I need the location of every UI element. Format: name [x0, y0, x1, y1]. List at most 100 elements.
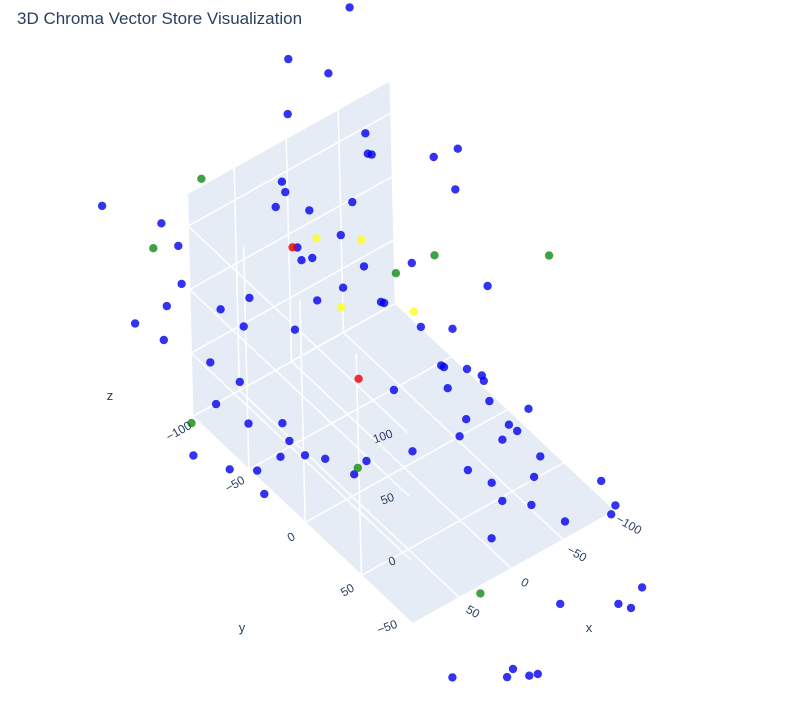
- green-point[interactable]: [353, 463, 362, 473]
- blue-point[interactable]: [345, 3, 354, 12]
- blue-point[interactable]: [324, 69, 333, 78]
- blue-point[interactable]: [462, 415, 471, 424]
- green-point[interactable]: [430, 251, 439, 260]
- green-point[interactable]: [197, 174, 206, 183]
- blue-point[interactable]: [524, 404, 533, 413]
- blue-point[interactable]: [416, 322, 426, 332]
- yellow-point[interactable]: [336, 303, 346, 312]
- blue-point[interactable]: [379, 298, 389, 308]
- blue-point[interactable]: [504, 420, 514, 429]
- red-point[interactable]: [288, 243, 297, 252]
- blue-point[interactable]: [130, 319, 140, 328]
- blue-point[interactable]: [305, 206, 314, 215]
- green-point[interactable]: [149, 244, 158, 253]
- yellow-point[interactable]: [409, 307, 419, 316]
- blue-point[interactable]: [313, 296, 322, 305]
- red-point[interactable]: [354, 374, 363, 383]
- blue-point[interactable]: [244, 419, 253, 428]
- blue-point[interactable]: [260, 489, 269, 499]
- blue-point[interactable]: [336, 230, 345, 240]
- blue-point[interactable]: [487, 534, 496, 543]
- blue-point[interactable]: [429, 152, 438, 162]
- blue-point[interactable]: [560, 517, 570, 526]
- blue-point[interactable]: [97, 201, 107, 211]
- blue-point[interactable]: [479, 376, 488, 386]
- blue-point[interactable]: [159, 335, 168, 345]
- blue-point[interactable]: [389, 385, 399, 395]
- blue-point[interactable]: [513, 426, 522, 436]
- blue-point[interactable]: [283, 109, 292, 119]
- blue-point[interactable]: [363, 149, 372, 158]
- blue-point[interactable]: [308, 253, 317, 263]
- blue-point[interactable]: [597, 476, 606, 486]
- green-point[interactable]: [187, 418, 196, 428]
- grid-line: [238, 389, 460, 598]
- blue-point[interactable]: [157, 219, 166, 228]
- blue-point[interactable]: [443, 384, 452, 393]
- blue-point[interactable]: [448, 324, 457, 333]
- blue-point[interactable]: [162, 301, 171, 311]
- blue-point[interactable]: [189, 451, 198, 460]
- blue-point[interactable]: [290, 325, 300, 334]
- blue-point[interactable]: [448, 673, 457, 682]
- blue-point[interactable]: [527, 500, 536, 510]
- blue-point[interactable]: [525, 671, 534, 680]
- blue-point[interactable]: [297, 256, 306, 265]
- blue-point[interactable]: [235, 377, 244, 387]
- green-point[interactable]: [391, 269, 401, 278]
- blue-point[interactable]: [498, 435, 507, 444]
- blue-point[interactable]: [407, 258, 416, 268]
- green-point[interactable]: [544, 251, 554, 260]
- blue-point[interactable]: [498, 496, 507, 506]
- blue-point[interactable]: [463, 465, 473, 475]
- blue-point[interactable]: [362, 456, 371, 466]
- blue-point[interactable]: [277, 177, 287, 186]
- blue-point[interactable]: [453, 144, 462, 153]
- blue-point[interactable]: [281, 187, 290, 197]
- blue-point[interactable]: [211, 399, 221, 409]
- blue-point[interactable]: [437, 361, 446, 370]
- blue-point[interactable]: [239, 322, 248, 331]
- blue-point[interactable]: [300, 451, 310, 460]
- blue-point[interactable]: [607, 510, 616, 519]
- blue-point[interactable]: [451, 185, 460, 194]
- blue-point[interactable]: [177, 279, 186, 289]
- blue-point[interactable]: [487, 478, 496, 487]
- blue-point[interactable]: [462, 364, 472, 374]
- blue-point[interactable]: [350, 470, 359, 479]
- blue-point[interactable]: [359, 262, 369, 271]
- blue-point[interactable]: [321, 454, 330, 463]
- blue-point[interactable]: [216, 305, 225, 314]
- blue-point[interactable]: [284, 54, 293, 64]
- blue-point[interactable]: [556, 599, 565, 609]
- blue-point[interactable]: [626, 603, 636, 613]
- blue-point[interactable]: [408, 447, 417, 456]
- blue-point[interactable]: [206, 358, 215, 367]
- blue-point[interactable]: [245, 293, 254, 303]
- blue-point[interactable]: [271, 202, 280, 212]
- blue-point[interactable]: [276, 452, 285, 461]
- blue-point[interactable]: [533, 669, 542, 679]
- blue-point[interactable]: [614, 599, 623, 609]
- blue-point[interactable]: [174, 241, 183, 251]
- blue-point[interactable]: [348, 197, 357, 207]
- blue-point[interactable]: [225, 465, 234, 474]
- yellow-point[interactable]: [357, 235, 366, 245]
- blue-point[interactable]: [508, 664, 518, 674]
- blue-point[interactable]: [483, 281, 492, 291]
- yellow-point[interactable]: [312, 234, 321, 243]
- green-point[interactable]: [476, 589, 485, 598]
- blue-point[interactable]: [455, 432, 464, 441]
- blue-point[interactable]: [285, 436, 294, 446]
- blue-point[interactable]: [502, 672, 512, 682]
- blue-point[interactable]: [278, 419, 287, 428]
- blue-point[interactable]: [253, 466, 262, 475]
- blue-point[interactable]: [485, 396, 494, 406]
- blue-point[interactable]: [529, 472, 539, 482]
- blue-point[interactable]: [611, 501, 620, 510]
- blue-point[interactable]: [361, 129, 370, 138]
- blue-point[interactable]: [338, 283, 348, 292]
- blue-point[interactable]: [637, 583, 647, 592]
- blue-point[interactable]: [536, 452, 545, 461]
